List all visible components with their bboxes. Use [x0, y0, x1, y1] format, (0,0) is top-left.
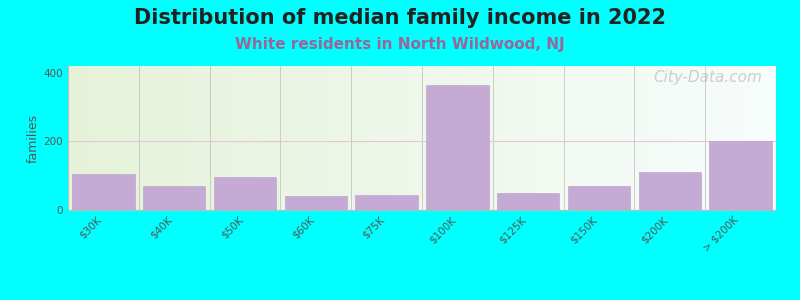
Bar	[497, 193, 559, 210]
Bar	[568, 186, 630, 210]
Bar	[710, 141, 772, 210]
Bar	[638, 172, 701, 210]
Y-axis label: families: families	[26, 113, 39, 163]
Bar	[214, 177, 276, 210]
Bar	[285, 196, 347, 210]
Text: Distribution of median family income in 2022: Distribution of median family income in …	[134, 8, 666, 28]
Bar	[426, 85, 489, 210]
Text: City-Data.com: City-Data.com	[653, 70, 762, 85]
Bar	[72, 174, 134, 210]
Bar	[355, 195, 418, 210]
Text: White residents in North Wildwood, NJ: White residents in North Wildwood, NJ	[235, 38, 565, 52]
Bar	[143, 186, 206, 210]
